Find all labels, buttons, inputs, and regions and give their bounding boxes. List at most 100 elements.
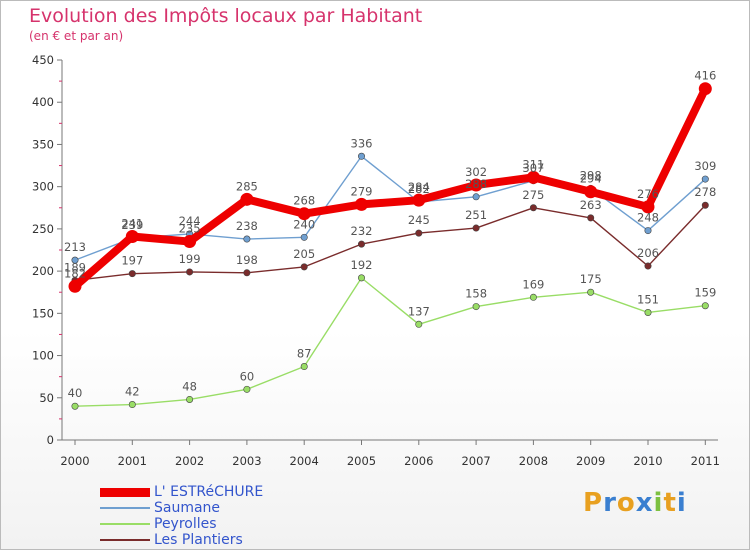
data-label: 282 (408, 182, 430, 196)
legend-swatch (100, 539, 150, 541)
data-label: 275 (522, 188, 544, 202)
x-tick-label: 2007 (461, 454, 490, 468)
data-point (701, 175, 709, 183)
chart-legend: L' ESTRéCHURE Saumane Peyrolles Les Plantie… (100, 484, 263, 548)
data-point (526, 170, 540, 184)
data-point (357, 152, 365, 160)
data-point (587, 288, 595, 296)
data-point (472, 303, 480, 311)
data-label: 239 (121, 218, 143, 232)
logo-letter: i (676, 488, 687, 518)
logo-letter: t (663, 488, 677, 518)
data-label: 198 (236, 253, 258, 267)
y-tick-label: 350 (32, 137, 54, 151)
data-point (125, 229, 139, 243)
data-label: 336 (351, 136, 373, 150)
data-point (300, 363, 308, 371)
series-line-0 (72, 86, 709, 290)
data-point (701, 302, 709, 310)
x-tick-label: 2006 (404, 454, 433, 468)
y-tick-label: 0 (47, 433, 54, 447)
data-point (472, 193, 480, 201)
data-label: 175 (580, 272, 602, 286)
logo-letter: P (583, 488, 604, 518)
data-label: 284 (408, 180, 430, 194)
data-label: 263 (580, 198, 602, 212)
data-label: 311 (522, 157, 544, 171)
y-tick-label: 450 (32, 53, 54, 67)
data-label: 205 (293, 247, 315, 261)
x-tick-label: 2001 (118, 454, 147, 468)
legend-label: L' ESTRéCHURE (154, 484, 264, 500)
data-label: 279 (351, 184, 373, 198)
chart-subtitle: (en € et par an) (29, 29, 124, 43)
data-point (357, 274, 365, 282)
data-label: 197 (121, 254, 143, 268)
data-point (469, 178, 483, 192)
data-label: 137 (408, 304, 430, 318)
y-tick-label: 400 (32, 95, 54, 109)
data-point (186, 395, 194, 403)
data-label: 309 (694, 159, 716, 173)
proxiti-logo: Proxiti (583, 488, 687, 518)
x-tick-label: 2002 (175, 454, 204, 468)
data-label: 40 (68, 386, 83, 400)
data-point (71, 256, 79, 264)
data-label: 189 (64, 260, 86, 274)
data-label: 238 (236, 219, 258, 233)
data-point (71, 402, 79, 410)
data-point (644, 262, 652, 270)
data-point (240, 192, 254, 206)
data-label: 268 (293, 194, 315, 208)
logo-letter: r (603, 488, 617, 518)
legend-item: L' ESTRéCHURE (100, 484, 263, 500)
data-point (415, 320, 423, 328)
data-point (529, 204, 537, 212)
data-label: 240 (293, 217, 315, 231)
data-label: 182 (64, 266, 86, 280)
data-point (300, 263, 308, 271)
x-tick-label: 2009 (576, 454, 605, 468)
y-tick-label: 100 (32, 349, 54, 363)
legend-item: Peyrolles (100, 516, 263, 532)
data-label: 276 (637, 187, 659, 201)
data-label: 235 (179, 222, 201, 236)
data-point (698, 82, 712, 96)
data-point (701, 201, 709, 209)
data-label: 232 (351, 224, 373, 238)
data-label: 48 (182, 379, 197, 393)
data-label: 302 (465, 165, 487, 179)
legend-label: Peyrolles (154, 516, 217, 532)
data-label: 278 (694, 185, 716, 199)
data-label: 159 (694, 286, 716, 300)
data-point (297, 207, 311, 221)
data-label: 151 (637, 292, 659, 306)
x-tick-label: 2003 (232, 454, 261, 468)
x-tick-label: 2008 (519, 454, 548, 468)
data-label: 416 (694, 69, 716, 83)
data-point (584, 185, 598, 199)
data-point (529, 293, 537, 301)
data-label: 248 (637, 211, 659, 225)
legend-swatch (100, 487, 150, 497)
data-point (644, 227, 652, 235)
x-tick-label: 2010 (633, 454, 662, 468)
data-label: 206 (637, 246, 659, 260)
data-label: 244 (179, 214, 201, 228)
legend-label: Les Plantiers (154, 532, 243, 548)
x-tick-label: 2000 (60, 454, 89, 468)
data-label: 298 (580, 168, 602, 182)
data-point (355, 197, 368, 211)
y-tick-label: 150 (32, 306, 54, 320)
legend-swatch (100, 507, 150, 509)
data-label: 245 (408, 213, 430, 227)
data-label: 169 (522, 277, 544, 291)
data-point (641, 200, 655, 214)
series-line-1 (74, 155, 706, 261)
legend-swatch (100, 523, 150, 525)
data-point (68, 279, 82, 293)
data-point (587, 214, 595, 222)
data-label: 199 (179, 252, 201, 266)
x-tick-label: 2005 (347, 454, 376, 468)
